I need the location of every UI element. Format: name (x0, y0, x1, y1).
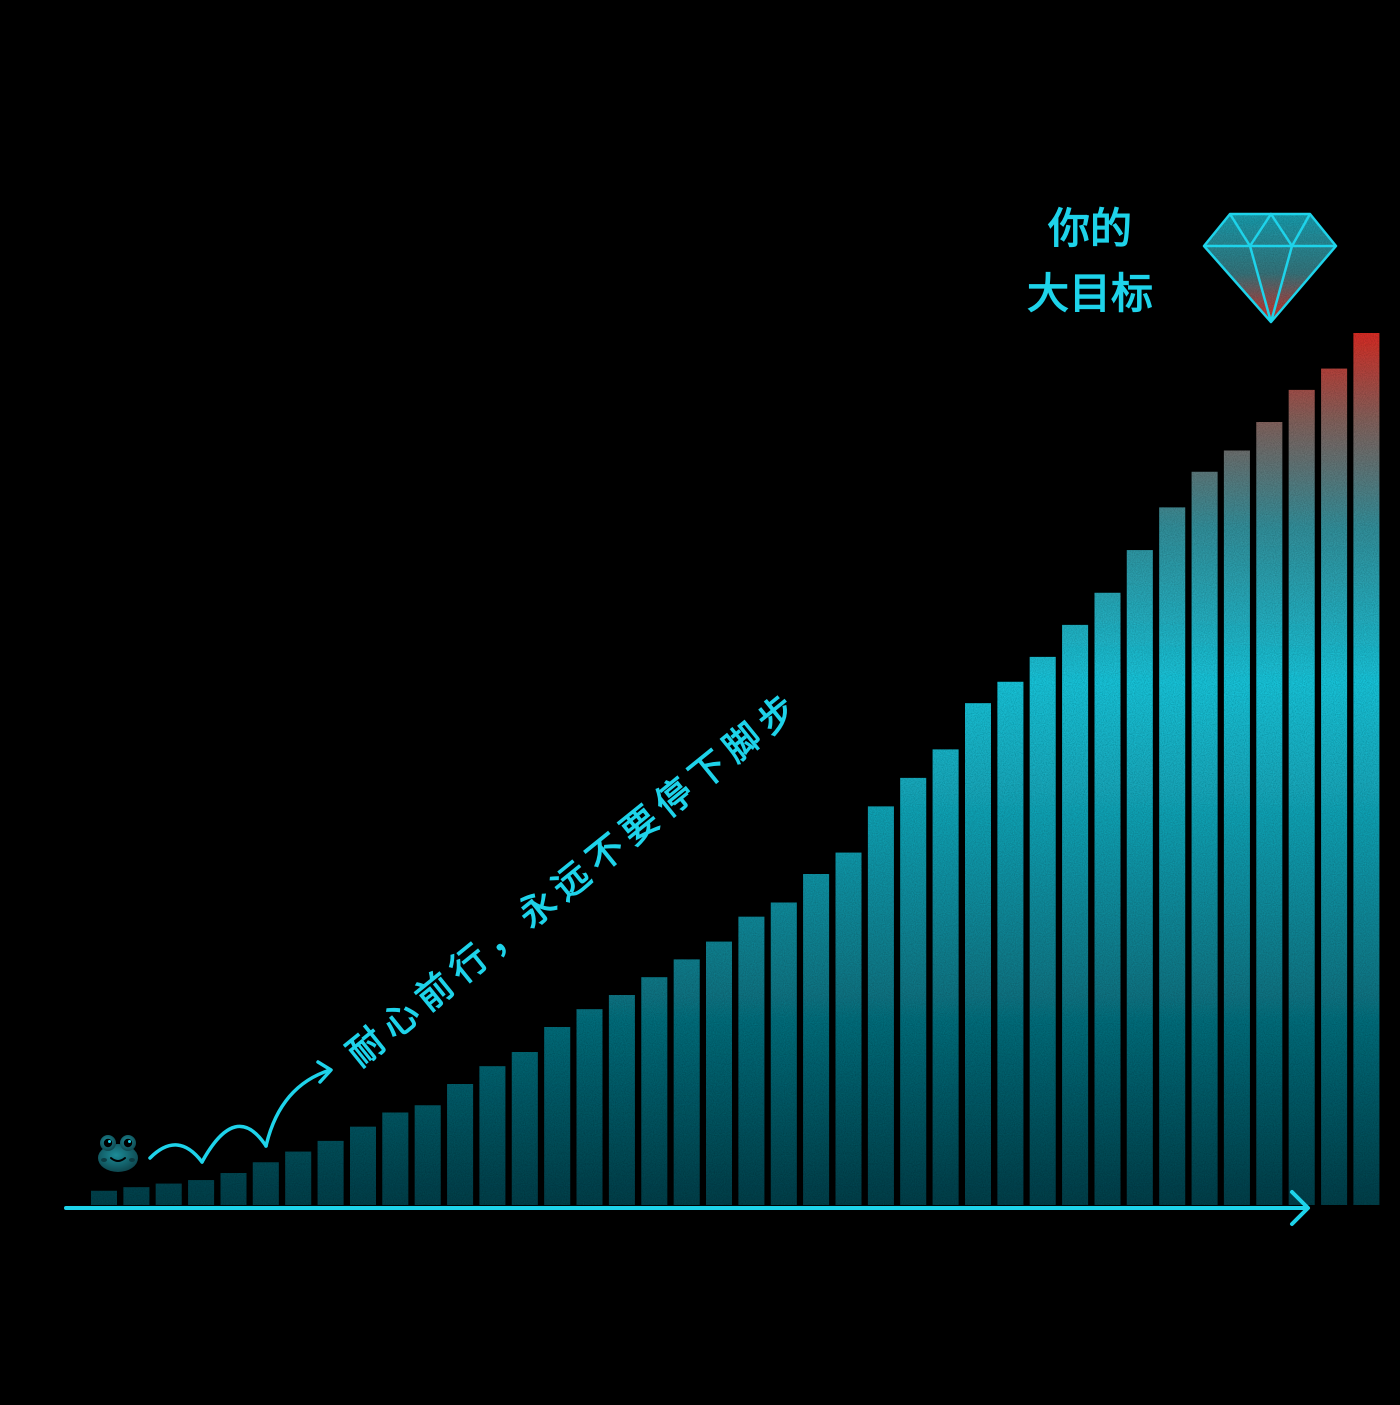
bar-26 (900, 777, 927, 1205)
bar-14 (511, 1052, 538, 1205)
diamond-icon (1202, 212, 1338, 324)
bar-28 (965, 703, 991, 1205)
bar-15 (544, 1027, 571, 1205)
bar-series (91, 333, 1380, 1206)
bar-34 (1159, 507, 1186, 1205)
bar-40 (1353, 333, 1380, 1205)
bar-8 (317, 1140, 344, 1205)
bar-30 (1029, 656, 1056, 1205)
bar-19 (673, 959, 700, 1205)
bar-18 (641, 977, 668, 1205)
bar-20 (706, 941, 732, 1205)
axis-arrow (1290, 1190, 1310, 1226)
bar-2 (123, 1187, 150, 1205)
x-axis (64, 1190, 1310, 1226)
bar-35 (1191, 471, 1218, 1205)
goal-label-line1: 你的 (1047, 204, 1132, 253)
goal-label-line2: 大目标 (1027, 269, 1153, 318)
bar-38 (1288, 389, 1315, 1205)
bar-10 (382, 1112, 409, 1205)
bar-33 (1126, 550, 1153, 1205)
bar-22 (770, 902, 797, 1205)
bar-9 (350, 1126, 376, 1205)
bar-25 (867, 806, 894, 1205)
bar-23 (803, 874, 830, 1205)
bar-24 (835, 852, 862, 1205)
bar-7 (285, 1151, 312, 1205)
bar-3 (155, 1183, 182, 1205)
bar-31 (1062, 624, 1089, 1205)
bar-17 (608, 995, 635, 1205)
bar-27 (932, 749, 959, 1205)
bar-11 (414, 1105, 441, 1205)
bar-36 (1223, 450, 1250, 1205)
bar-6 (252, 1162, 279, 1205)
bar-37 (1256, 422, 1283, 1205)
bar-16 (576, 1009, 603, 1205)
bar-21 (738, 916, 765, 1205)
bar-4 (188, 1180, 215, 1205)
bar-5 (220, 1173, 247, 1205)
bar-32 (1094, 592, 1121, 1205)
frog-icon (98, 1135, 138, 1172)
hop-arrow (148, 1060, 333, 1164)
bar-1 (91, 1190, 117, 1205)
bar-12 (447, 1084, 474, 1205)
bar-29 (997, 681, 1024, 1205)
bar-39 (1321, 368, 1348, 1206)
bar-13 (479, 1066, 506, 1205)
